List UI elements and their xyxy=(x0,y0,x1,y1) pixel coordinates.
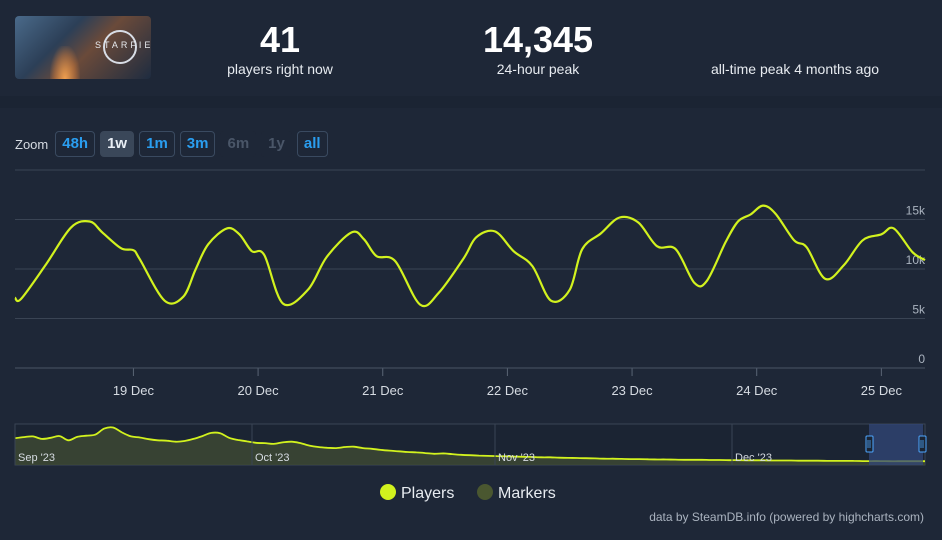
game-thumbnail[interactable]: STARFIELD xyxy=(15,16,151,79)
zoom-3m-button[interactable]: 3m xyxy=(179,131,216,157)
navigator-label: Nov '23 xyxy=(498,452,535,464)
legend-players-label: Players xyxy=(401,485,454,502)
thumbnail-brand: STARFIELD xyxy=(95,40,151,50)
alltime-peak-label: all-time peak 4 months ago xyxy=(710,61,880,77)
navigator[interactable]: Sep '23 Oct '23 Nov '23 Dec '23 xyxy=(14,423,927,466)
thumbnail-glow xyxy=(50,46,80,79)
y-tick-label: 10k xyxy=(906,253,926,267)
players-now-value: 41 xyxy=(259,19,301,60)
stat-players-now: 41 players right now xyxy=(200,20,360,78)
zoom-6m-button: 6m xyxy=(220,131,257,157)
peak-24h-value: 14,345 xyxy=(482,19,594,60)
credit-text: data by SteamDB.info (powered by highcha… xyxy=(649,510,924,524)
peak-24h-label: 24-hour peak xyxy=(496,61,580,77)
navigator-label: Dec '23 xyxy=(735,452,772,464)
navigator-handle xyxy=(918,435,927,453)
zoom-all-button[interactable]: all xyxy=(296,131,328,157)
x-tick-label: 22 Dec xyxy=(487,383,529,398)
x-tick-label: 20 Dec xyxy=(237,383,279,398)
thumbnail-logo-ring xyxy=(103,30,137,64)
x-tick-label: 19 Dec xyxy=(113,383,155,398)
chart-panel xyxy=(0,108,942,540)
navigator-label: Sep '23 xyxy=(18,452,55,464)
x-tick-label: 24 Dec xyxy=(736,383,778,398)
y-tick-label: 15k xyxy=(906,204,926,218)
x-tick-label: 23 Dec xyxy=(611,383,653,398)
zoom-1m-button[interactable]: 1m xyxy=(139,131,175,157)
legend-markers-marker xyxy=(477,484,493,500)
x-tick-label: 25 Dec xyxy=(861,383,903,398)
navigator-line xyxy=(14,426,925,463)
players-line xyxy=(14,204,926,308)
players-now-label: players right now xyxy=(227,61,333,77)
y-tick-labels: 0 5k 10k 15k xyxy=(906,204,926,367)
zoom-1y-button: 1y xyxy=(261,131,292,157)
navigator-area xyxy=(15,427,925,465)
legend-markers-label: Markers xyxy=(498,485,556,502)
y-tick-label: 5k xyxy=(912,303,926,317)
zoom-1w-button[interactable]: 1w xyxy=(100,131,135,157)
zoom-label: Zoom xyxy=(15,136,49,152)
y-tick-label: 0 xyxy=(918,352,925,366)
legend-players-marker xyxy=(380,484,396,500)
zoom-48h-button[interactable]: 48h xyxy=(55,131,96,157)
navigator-selection xyxy=(869,424,923,465)
x-tick-labels: 19 Dec 20 Dec 21 Dec 22 Dec 23 Dec 24 Dec 25 D… xyxy=(15,367,925,398)
x-tick-label: 21 Dec xyxy=(362,383,404,398)
chart-legend: Players Markers xyxy=(380,484,556,502)
stat-24h-peak: 14,345 24-hour peak xyxy=(458,20,618,78)
navigator-label: Oct '23 xyxy=(255,452,290,464)
navigator-handle xyxy=(865,435,874,453)
zoom-controls: Zoom 48h 1w 1m 3m 6m 1y all xyxy=(15,130,333,158)
stat-alltime-peak: all-time peak 4 months ago xyxy=(680,60,910,78)
stats-header: STARFIELD 41 players right now 14,345 24… xyxy=(0,0,942,96)
grid-lines xyxy=(15,169,925,369)
